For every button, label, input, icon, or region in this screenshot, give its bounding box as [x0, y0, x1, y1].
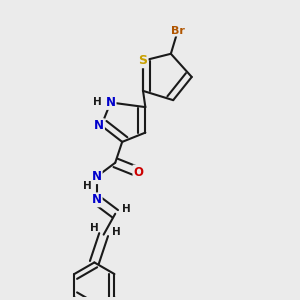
Text: N: N: [92, 193, 102, 206]
Text: O: O: [134, 166, 143, 178]
Text: H: H: [90, 223, 99, 233]
Text: N: N: [94, 119, 104, 132]
Text: S: S: [139, 54, 148, 67]
Text: H: H: [94, 98, 102, 107]
Text: N: N: [92, 170, 102, 183]
Text: Br: Br: [171, 26, 185, 36]
Text: H: H: [112, 227, 121, 237]
Text: H: H: [122, 204, 131, 214]
Text: H: H: [83, 181, 92, 191]
Text: N: N: [106, 96, 116, 109]
